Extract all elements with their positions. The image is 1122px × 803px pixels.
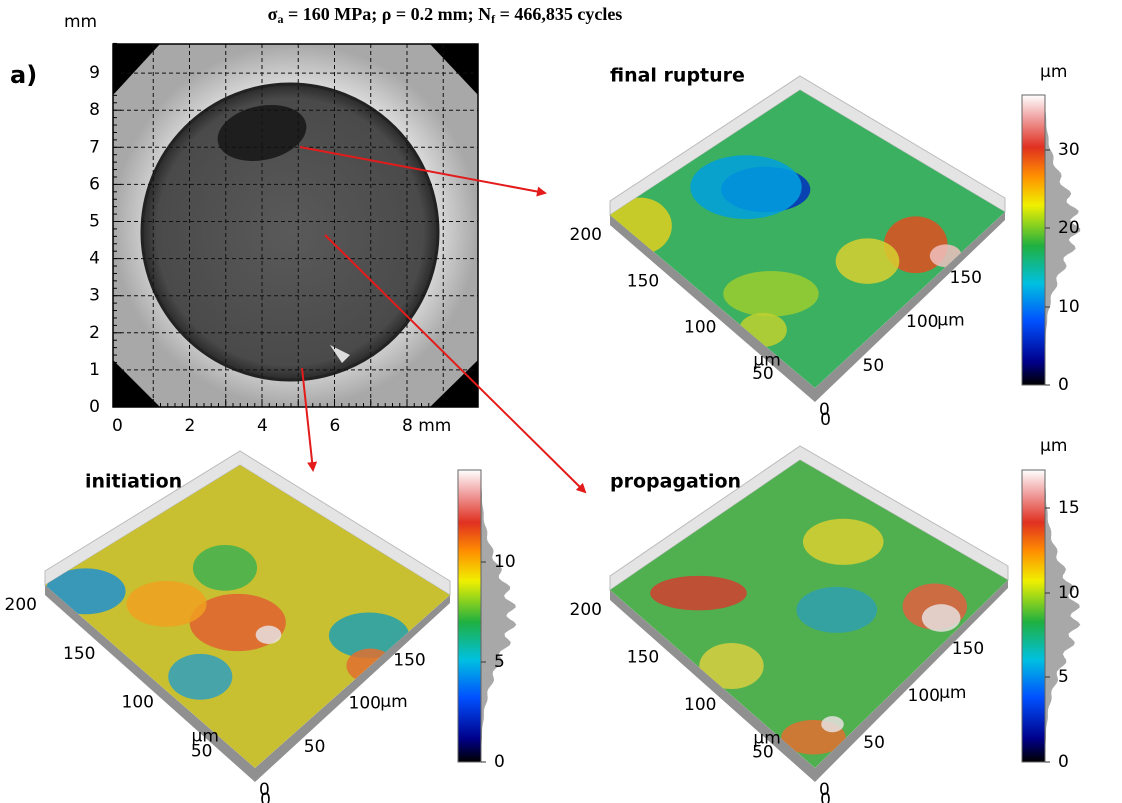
left-tick-label: 50 <box>191 741 213 761</box>
left-tick-label: 150 <box>63 644 95 664</box>
surface-blob <box>835 238 900 284</box>
surface-blob <box>168 653 233 700</box>
surface <box>45 465 450 768</box>
axis-unit: µm <box>937 310 964 330</box>
surface-blob <box>45 568 126 615</box>
colorbar-tick-label: 5 <box>494 652 505 672</box>
right-tick-label: 50 <box>863 733 885 753</box>
surface-blob <box>802 518 884 565</box>
surface-label: propagation <box>610 471 741 493</box>
left-tick-label: 0 <box>820 410 831 430</box>
y-tick-label: 0 <box>89 397 100 417</box>
y-unit: mm <box>64 12 97 32</box>
colorbar-tick-label: 20 <box>1058 218 1080 238</box>
colorbar-unit: µm <box>1040 62 1067 82</box>
y-tick-label: 3 <box>89 286 100 306</box>
colorbar-unit: µm <box>1040 436 1067 456</box>
y-tick-label: 6 <box>89 174 100 194</box>
colorbar-tick-label: 10 <box>1058 583 1080 603</box>
histogram <box>1045 470 1081 762</box>
right-tick-label: 150 <box>952 639 984 659</box>
arrows <box>299 146 587 494</box>
figure-title: σa = 160 MPa; ρ = 0.2 mm; Nf = 466,835 c… <box>268 4 623 26</box>
colorbar-tick-label: 15 <box>1058 498 1080 518</box>
left-tick-label: 100 <box>684 318 716 338</box>
x-tick-label: 0 <box>112 416 123 436</box>
right-tick-label: 100 <box>349 694 381 714</box>
surface-blob <box>328 612 410 659</box>
y-tick-label: 7 <box>89 137 100 157</box>
left-tick-label: 50 <box>752 364 774 384</box>
axis-unit: µm <box>753 728 780 748</box>
colorbar-tick-label: 10 <box>494 552 516 572</box>
y-tick-label: 5 <box>89 212 100 232</box>
colorbar <box>457 469 482 763</box>
right-tick-label: 0 <box>819 780 830 800</box>
fracture-image <box>112 42 479 408</box>
right-tick-label: 150 <box>393 650 425 670</box>
right-tick-label: 0 <box>819 400 830 420</box>
colorbar-tick-label: 5 <box>1058 667 1069 687</box>
colorbar-tick-label: 10 <box>1058 297 1080 317</box>
left-tick-label: 150 <box>627 271 659 291</box>
surface-plot <box>609 445 1009 782</box>
colorbar-tick-label: 0 <box>494 752 505 772</box>
x-tick-label: 6 <box>330 416 341 436</box>
surface-blob <box>255 625 282 644</box>
histogram <box>1045 95 1081 385</box>
surface-label: initiation <box>85 471 182 493</box>
surface-blob <box>699 642 764 690</box>
right-tick-label: 0 <box>259 780 270 800</box>
axis-unit: µm <box>192 726 219 746</box>
left-tick-label: 200 <box>570 225 602 245</box>
left-tick-label: 50 <box>752 743 774 763</box>
surface-blob <box>921 604 961 632</box>
axis-unit: µm <box>753 350 780 370</box>
colorbar-tick-label: 30 <box>1058 140 1080 160</box>
y-tick-label: 1 <box>89 360 100 380</box>
left-tick-label: 200 <box>570 600 602 620</box>
left-tick-label: 200 <box>5 595 37 615</box>
colorbar <box>1021 94 1046 386</box>
y-tick-label: 4 <box>89 249 100 269</box>
surface-blob <box>192 545 258 591</box>
histogram <box>481 470 517 762</box>
y-tick-label: 2 <box>89 323 100 343</box>
surface-plot <box>609 75 1006 402</box>
left-tick-label: 100 <box>122 693 154 713</box>
surface <box>610 90 1005 388</box>
surface-plot <box>44 450 451 782</box>
left-tick-label: 0 <box>260 790 271 803</box>
axis-unit: µm <box>380 692 407 712</box>
left-tick-label: 100 <box>684 695 716 715</box>
panel-label: a) <box>10 61 37 89</box>
surface-blob <box>723 271 819 317</box>
right-tick-label: 100 <box>906 312 938 332</box>
y-tick-label: 8 <box>89 100 100 120</box>
x-tick-label: 4 <box>257 416 268 436</box>
surface-blob <box>650 575 747 611</box>
right-tick-label: 50 <box>304 737 326 757</box>
surface-label: final rupture <box>610 65 745 87</box>
x-tick-label: 8 mm <box>402 416 451 436</box>
left-tick-label: 0 <box>820 790 831 803</box>
colorbar-tick-label: 0 <box>1058 375 1069 395</box>
surface-blob <box>690 155 802 219</box>
frame <box>112 43 479 408</box>
colorbar-tick-label: 0 <box>1058 752 1069 772</box>
left-tick-label: 150 <box>627 648 659 668</box>
x-tick-label: 2 <box>185 416 196 436</box>
right-tick-label: 100 <box>908 686 940 706</box>
surface-blob <box>821 716 844 733</box>
right-tick-label: 150 <box>950 268 982 288</box>
surface <box>610 460 1008 768</box>
axis-unit: µm <box>939 683 966 703</box>
surface-blob <box>796 586 878 633</box>
y-tick-label: 9 <box>89 63 100 83</box>
colorbar <box>1021 469 1046 763</box>
right-tick-label: 50 <box>863 356 885 376</box>
surface-blob <box>126 581 207 627</box>
